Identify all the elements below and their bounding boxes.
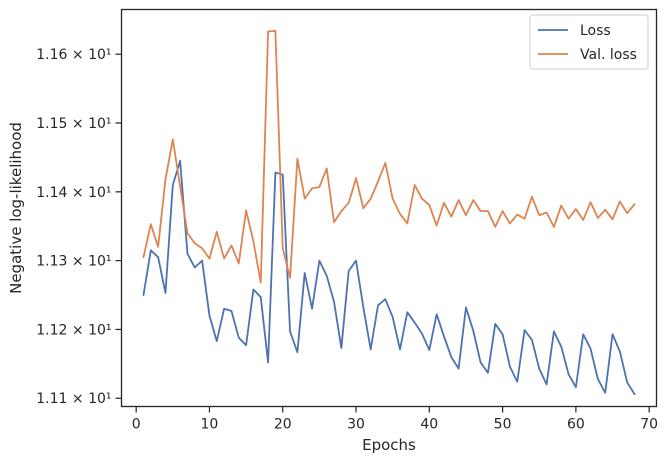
x-tick-label: 0 <box>132 417 141 433</box>
x-axis-title: Epochs <box>362 436 416 454</box>
legend-label-val-loss: Val. loss <box>580 47 637 63</box>
x-axis-ticks: 0 10 20 30 40 50 60 70 <box>132 406 658 433</box>
legend-box <box>529 14 649 70</box>
x-tick-label: 20 <box>274 417 292 433</box>
x-tick-label: 10 <box>201 417 219 433</box>
y-tick-label: 1.12 × 10¹ <box>36 322 111 338</box>
y-tick-label: 1.16 × 10¹ <box>36 47 111 63</box>
x-tick-label: 60 <box>567 417 585 433</box>
legend-label-loss: Loss <box>580 23 611 39</box>
x-tick-label: 30 <box>347 417 365 433</box>
y-tick-label: 1.13 × 10¹ <box>36 254 111 270</box>
series-line-val-loss <box>142 29 636 284</box>
y-tick-label: 1.15 × 10¹ <box>36 116 111 132</box>
x-tick-label: 40 <box>420 417 438 433</box>
series-layer <box>142 29 636 396</box>
x-tick-label: 70 <box>640 417 658 433</box>
y-tick-label: 1.11 × 10¹ <box>36 391 111 407</box>
y-axis-ticks: 1.11 × 10¹ 1.12 × 10¹ 1.13 × 10¹ 1.14 × 10¹… <box>36 47 122 407</box>
plot-area <box>120 8 658 408</box>
y-axis-title: Negative log-likelihood <box>7 122 25 294</box>
y-tick-label: 1.14 × 10¹ <box>36 185 111 201</box>
x-tick-label: 50 <box>494 417 512 433</box>
legend: Loss Val. loss <box>529 14 649 70</box>
series-line-loss <box>142 159 636 396</box>
